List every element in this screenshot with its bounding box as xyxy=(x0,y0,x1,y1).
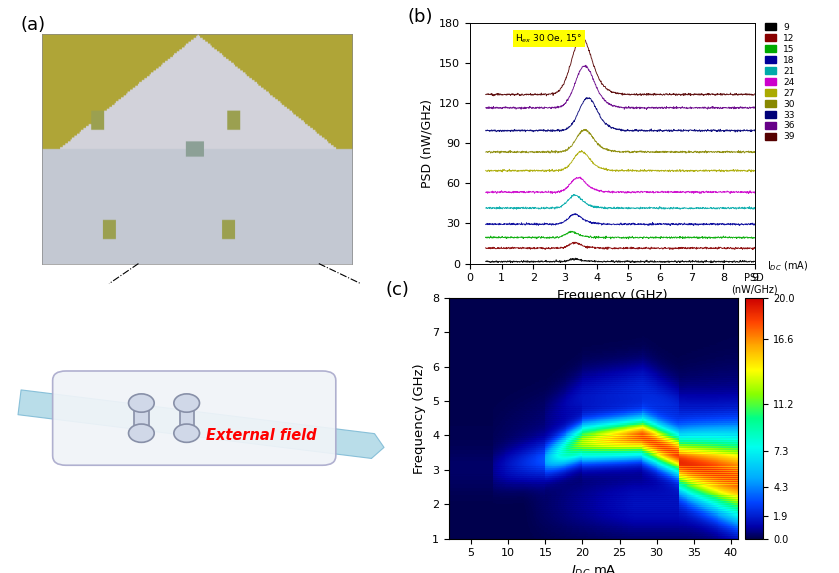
Y-axis label: PSD (nW/GHz): PSD (nW/GHz) xyxy=(420,99,434,188)
Circle shape xyxy=(174,394,200,412)
X-axis label: $I_{DC}$ mA: $I_{DC}$ mA xyxy=(571,564,617,573)
Text: (b): (b) xyxy=(407,9,433,26)
Circle shape xyxy=(128,424,154,442)
Bar xyxy=(134,403,149,433)
Text: H$_{ex}$ 30 Oe, 15°: H$_{ex}$ 30 Oe, 15° xyxy=(515,33,583,45)
Title: PSD
(nW/GHz): PSD (nW/GHz) xyxy=(731,273,778,295)
Bar xyxy=(180,403,194,433)
Text: External field: External field xyxy=(206,427,316,443)
Circle shape xyxy=(128,394,154,412)
Legend: 9, 12, 15, 18, 21, 24, 27, 30, 33, 36, 39: 9, 12, 15, 18, 21, 24, 27, 30, 33, 36, 3… xyxy=(765,22,795,142)
X-axis label: Frequency (GHz): Frequency (GHz) xyxy=(557,289,668,302)
Text: (c): (c) xyxy=(385,281,409,299)
FancyBboxPatch shape xyxy=(53,371,336,465)
Text: I$_{DC}$ (mA): I$_{DC}$ (mA) xyxy=(767,260,808,273)
Text: (a): (a) xyxy=(20,16,45,34)
Y-axis label: Frequency (GHz): Frequency (GHz) xyxy=(414,363,426,474)
Circle shape xyxy=(174,424,200,442)
